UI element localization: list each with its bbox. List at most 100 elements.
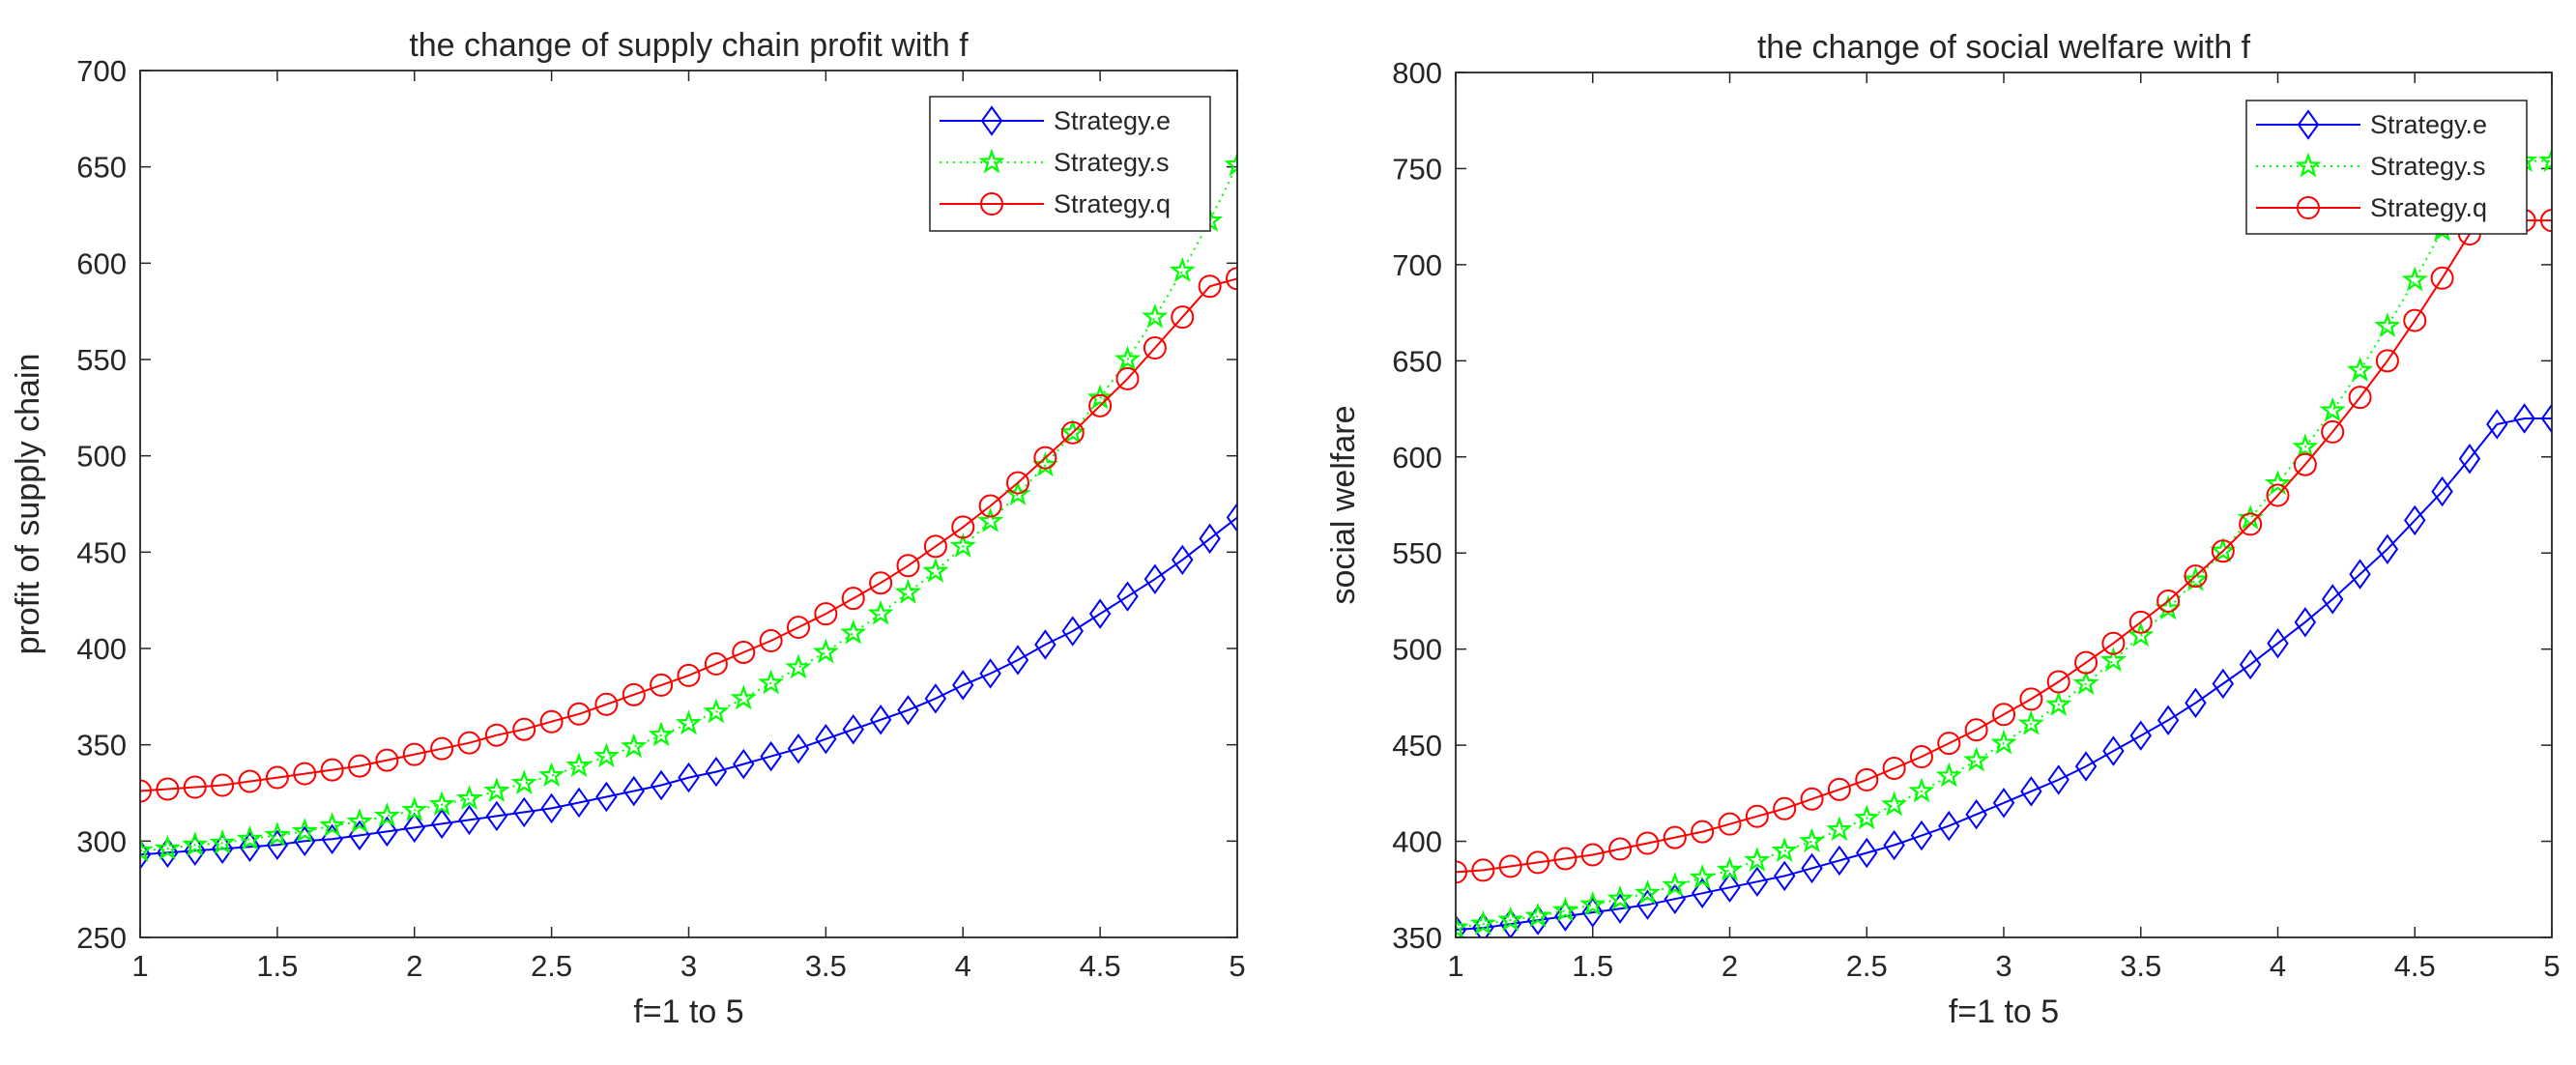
x-tick-label: 4.5: [1080, 949, 1121, 983]
data-point-15: [1856, 837, 1878, 869]
series-strategy-q: [0, 267, 1237, 803]
data-point-31: [979, 658, 1001, 689]
data-point-41: [0, 210, 11, 231]
data-point-15: [539, 709, 564, 734]
data-point-14: [512, 717, 536, 741]
data-point-3: [211, 773, 235, 797]
data-point-40: [2540, 403, 2552, 434]
data-point-30: [2267, 627, 2289, 659]
data-point-10: [1718, 812, 1742, 836]
legend-box: [2245, 100, 2528, 235]
data-point-9: [373, 802, 400, 827]
legend-label: Strategy.s: [2370, 152, 2486, 181]
y-tick-label: 800: [1392, 56, 1442, 90]
data-point-25: [2127, 621, 2155, 648]
data-point-25: [815, 723, 837, 755]
data-point-24: [2101, 631, 2126, 655]
data-point-27: [2184, 564, 2208, 589]
data-point-39: [2513, 403, 2535, 434]
y-tick-label: 700: [76, 54, 127, 88]
data-point-41: [0, 272, 11, 293]
data-point-30: [952, 670, 974, 701]
data-point-38: [2486, 409, 2508, 440]
data-point-34: [2375, 349, 2399, 373]
data-point-40: [1224, 151, 1237, 177]
data-point-12: [1773, 796, 1797, 820]
data-point-13: [484, 723, 508, 747]
data-point-42: [0, 210, 11, 231]
data-point-11: [1746, 866, 1769, 898]
data-point-0: [140, 779, 152, 803]
legend: Strategy.e Strategy.s Strategy.q: [929, 96, 1211, 232]
x-tick-label: 4: [955, 949, 971, 983]
series-line: [140, 164, 1237, 852]
data-point-11: [428, 791, 455, 817]
data-point-34: [1060, 420, 1085, 445]
data-point-21: [703, 698, 730, 724]
data-point-28: [2212, 668, 2235, 700]
data-point-5: [1579, 890, 1606, 916]
data-point-20: [677, 663, 701, 687]
data-point-8: [348, 754, 371, 778]
data-point-37: [1143, 336, 1167, 360]
data-point-24: [787, 733, 810, 764]
chart-title: the change of supply chain profit with f: [409, 27, 969, 64]
data-point-24: [2102, 735, 2125, 766]
data-point-36: [2431, 475, 2453, 507]
data-point-28: [896, 554, 920, 578]
x-tick-label: 1.5: [1572, 949, 1613, 983]
data-point-29: [2239, 648, 2262, 680]
data-point-6: [1606, 884, 1634, 910]
data-point-15: [1855, 767, 1879, 792]
plot-frame: [139, 70, 1238, 938]
data-point-34: [2376, 533, 2399, 564]
data-point-27: [867, 599, 894, 625]
data-point-34: [1059, 418, 1086, 445]
series-layer: [0, 151, 1237, 871]
data-point-17: [594, 692, 619, 716]
y-tick-label: 300: [76, 824, 127, 858]
x-tick-label: 3.5: [805, 949, 847, 983]
data-point-35: [2404, 504, 2426, 536]
y-tick-label: 350: [1392, 921, 1442, 955]
data-point-13: [483, 777, 510, 803]
y-tick-label: 750: [1392, 152, 1442, 186]
data-point-14: [1826, 816, 1853, 842]
data-point-30: [951, 515, 975, 539]
data-point-4: [1553, 847, 1577, 871]
data-point-8: [1663, 825, 1687, 849]
data-point-19: [1965, 798, 1987, 830]
y-tick-label: 650: [76, 151, 127, 185]
data-point-18: [622, 682, 646, 706]
data-point-37: [1143, 563, 1167, 594]
data-point-28: [897, 695, 919, 726]
data-point-27: [869, 705, 892, 735]
data-point-4: [238, 769, 262, 793]
data-point-6: [294, 825, 316, 857]
data-point-20: [675, 709, 703, 735]
data-point-12: [455, 785, 483, 811]
data-point-16: [1882, 756, 1906, 780]
data-point-23: [2072, 670, 2099, 696]
data-point-26: [842, 713, 864, 745]
data-point-21: [705, 756, 728, 788]
data-point-39: [1199, 523, 1221, 555]
data-point-0: [1456, 860, 1467, 884]
data-point-36: [1115, 366, 1140, 390]
y-tick-label: 500: [1392, 633, 1442, 667]
data-point-31: [978, 494, 1002, 518]
legend: Strategy.e Strategy.s Strategy.q: [2245, 100, 2528, 235]
data-point-4: [1551, 896, 1579, 922]
data-point-8: [1662, 871, 1689, 897]
data-point-28: [2210, 536, 2237, 562]
data-point-19: [1963, 746, 1990, 772]
data-point-34: [2374, 312, 2401, 338]
y-tick-label: 550: [1392, 536, 1442, 570]
data-point-17: [1908, 777, 1935, 803]
data-point-18: [1938, 810, 1960, 842]
data-point-36: [1114, 345, 1142, 371]
data-point-5: [1581, 897, 1604, 928]
data-point-12: [458, 804, 480, 836]
series-line: [1456, 219, 2552, 874]
